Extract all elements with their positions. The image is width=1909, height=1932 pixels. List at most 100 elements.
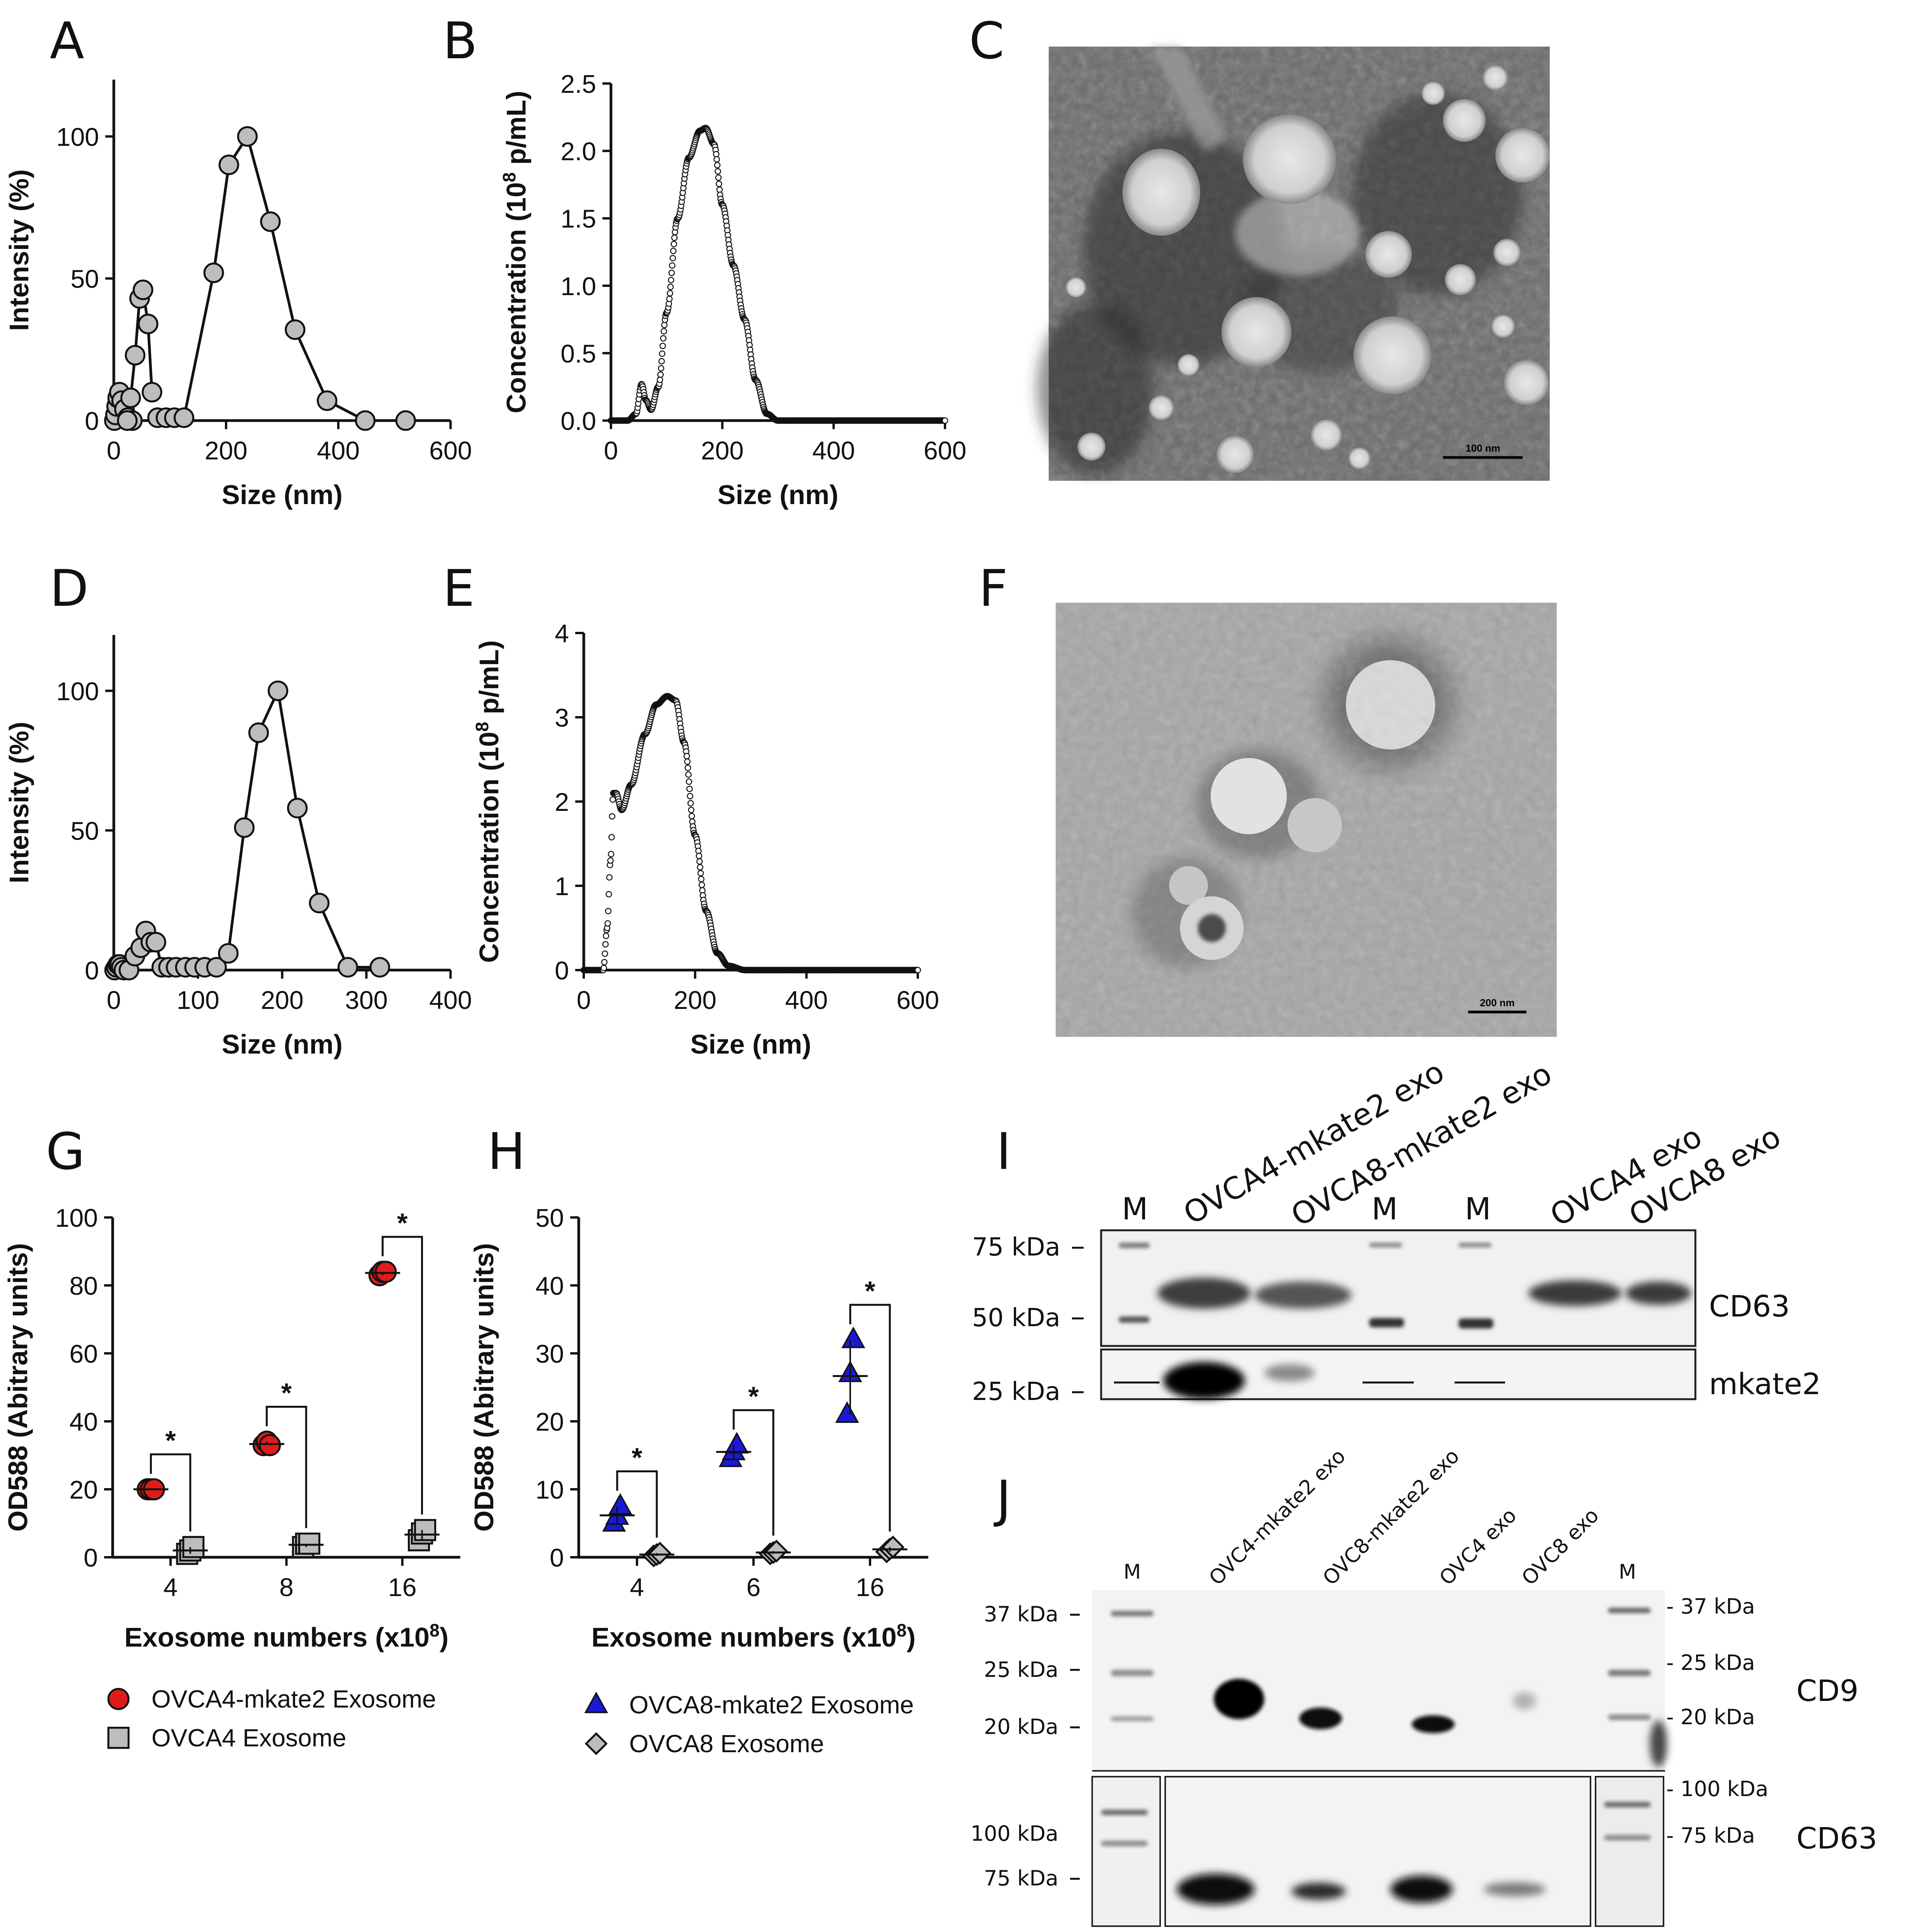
significance-bracket: [849, 1304, 891, 1532]
data-point: [666, 290, 673, 297]
band: [1119, 1243, 1150, 1248]
vesicle: [1443, 99, 1486, 142]
vesicle: [1493, 239, 1521, 266]
data-point: [696, 852, 702, 859]
band: [1608, 1715, 1651, 1720]
panel-label-e: E: [443, 559, 475, 618]
blot-j-marker-left: 100 kDa: [971, 1821, 1058, 1846]
y-tick-label: 80: [70, 1271, 98, 1300]
band: [1390, 1876, 1453, 1903]
data-point: [835, 1401, 859, 1423]
data-point: [671, 235, 678, 241]
band: [1111, 1716, 1154, 1721]
data-point: [686, 778, 693, 785]
band: [1369, 1318, 1404, 1327]
data-point: [659, 350, 666, 357]
data-point: [145, 932, 166, 953]
data-point: [698, 876, 705, 882]
blot-j-lane-label: OVC4 exo: [1435, 1504, 1521, 1590]
x-axis-label: Size (nm): [717, 480, 838, 510]
data-point: [697, 864, 703, 871]
data-point: [602, 950, 608, 957]
data-point: [606, 874, 613, 881]
data-point: [656, 376, 663, 383]
data-point: [602, 941, 609, 948]
data-point: [941, 417, 948, 424]
data-point: [309, 892, 330, 913]
panel-label-f: F: [979, 559, 1008, 618]
western-blot-j: M OVC4-mkate2 exo OVC8-mkate2 exo OVC4 e…: [971, 1445, 1877, 1927]
band: [1255, 1282, 1352, 1309]
x-tick-label: 400: [812, 436, 855, 465]
band: [1625, 1282, 1691, 1305]
data-point: [107, 1688, 130, 1710]
data-point: [218, 943, 239, 964]
chart-e-nta-concentration: Concentration (108 p/mL) 0 200 400 600 0 1 2 3 4 S…: [472, 619, 939, 1059]
data-point: [585, 1732, 608, 1755]
data-point: [713, 156, 720, 163]
data-point: [695, 847, 702, 854]
band: [1157, 1278, 1251, 1309]
x-tick-label: 400: [317, 436, 360, 465]
y-tick-label: 0.5: [560, 339, 596, 368]
data-point: [698, 882, 705, 888]
y-tick-label: 20: [536, 1407, 564, 1436]
data-point: [260, 211, 281, 232]
blot-j-marker-right: - 25 kDa: [1666, 1650, 1755, 1675]
data-point: [584, 1691, 608, 1713]
panel-label-c: C: [969, 11, 1004, 70]
band: [1101, 1810, 1148, 1815]
data-point: [120, 387, 141, 408]
vesicle: [1211, 758, 1287, 834]
data-point: [661, 322, 668, 329]
vesicle: [1365, 231, 1412, 278]
data-point: [687, 793, 694, 800]
data-point: [600, 965, 607, 971]
x-axis-label: Exosome numbers (x108): [592, 1620, 916, 1652]
vesicle: [1122, 149, 1200, 236]
data-point: [608, 834, 615, 841]
data-point: [395, 410, 416, 431]
vesicle: [1483, 65, 1508, 90]
y-tick-label: 40: [70, 1407, 98, 1436]
significance-bracket: [266, 1406, 307, 1528]
data-point: [657, 371, 664, 378]
x-tick-label: 0: [577, 986, 591, 1014]
series-line: [157, 133, 406, 422]
x-tick-label: 0: [107, 436, 121, 465]
significance-marker: *: [632, 1442, 642, 1473]
data-point: [607, 851, 614, 857]
x-axis-label: Size (nm): [222, 480, 343, 510]
y-tick-label: 1: [555, 872, 569, 901]
vesicle: [1066, 277, 1086, 297]
significance-marker: *: [165, 1425, 176, 1456]
panel-label-g: G: [46, 1122, 85, 1181]
y-tick-label: 50: [536, 1203, 564, 1232]
y-tick-label: 100: [56, 677, 99, 706]
band: [1163, 1362, 1245, 1399]
data-point: [174, 407, 195, 428]
band: [1513, 1692, 1536, 1709]
data-point: [298, 1532, 320, 1555]
tem-image-c: 100 nm: [1037, 47, 1550, 481]
data-point: [668, 270, 675, 276]
panel-label-i: I: [996, 1122, 1011, 1181]
y-tick-label: 10: [536, 1475, 564, 1504]
data-point: [317, 390, 338, 411]
band: [1604, 1835, 1651, 1840]
data-point: [414, 1519, 437, 1541]
chart-g-od588: OD588 (Abitrary units) 0 20 40 60 80 100 4 8 16 Ex…: [3, 1203, 460, 1752]
data-point: [237, 126, 258, 147]
data-point: [609, 813, 616, 820]
x-tick-label: 400: [429, 986, 472, 1014]
y-tick-label: 1.5: [560, 204, 596, 233]
significance-bracket: [616, 1470, 658, 1538]
panel-label-h: H: [487, 1122, 526, 1181]
chart-a-dls-intensity: Intensity (%) 0 200 400 600 0 50 100 Size (nm): [4, 80, 472, 510]
band: [1177, 1874, 1255, 1905]
x-tick-label: 600: [896, 986, 939, 1014]
vesicle: [1491, 315, 1515, 338]
data-point: [355, 410, 376, 431]
y-tick-label: 0.0: [560, 407, 596, 435]
